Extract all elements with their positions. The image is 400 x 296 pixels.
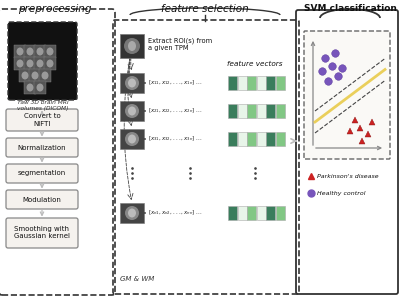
Text: $[x_{n1}, x_{n2},..., x_{nn}]$ ...: $[x_{n1}, x_{n2},..., x_{nn}]$ ... [148,209,202,217]
Bar [238,132,246,146]
Text: feature selection: feature selection [161,4,249,14]
Text: Convert to
NIFTI: Convert to NIFTI [24,113,60,126]
Bar [266,206,275,220]
Ellipse shape [26,47,34,56]
Ellipse shape [125,76,139,90]
Text: feature vectors: feature vectors [227,61,283,67]
Bar [256,104,266,118]
Bar [120,203,144,223]
Text: raw 3D brain MRI
volumes (DICOM): raw 3D brain MRI volumes (DICOM) [17,100,69,111]
Text: Parkinson's disease: Parkinson's disease [317,173,379,178]
Bar [247,132,256,146]
Ellipse shape [128,107,136,115]
Bar [120,129,144,149]
Bar [276,76,284,90]
Ellipse shape [42,72,48,80]
Bar [120,73,144,93]
Bar [256,76,266,90]
Bar [228,76,237,90]
Ellipse shape [46,47,54,56]
Bar [34,57,46,70]
Bar [247,206,256,220]
Ellipse shape [128,78,136,88]
Text: GM & WM: GM & WM [120,276,154,282]
Ellipse shape [22,72,28,80]
Bar [276,132,284,146]
Bar [228,132,237,146]
Bar [238,104,246,118]
Text: Modulation: Modulation [22,197,62,202]
Bar [276,206,284,220]
Bar [256,206,266,220]
FancyBboxPatch shape [6,109,78,131]
Ellipse shape [125,206,139,220]
Bar [24,57,36,70]
Bar [266,132,275,146]
Text: $[x_{21}, x_{22},..., x_{2n}]$ ...: $[x_{21}, x_{22},..., x_{2n}]$ ... [148,107,202,115]
Text: preprocessing: preprocessing [18,4,92,14]
FancyBboxPatch shape [6,138,78,157]
Text: $[x_{11}, x_{12},..., x_{1n}]$ ...: $[x_{11}, x_{12},..., x_{1n}]$ ... [148,79,202,87]
Text: Healthy control: Healthy control [317,191,366,195]
Bar [29,69,41,82]
Bar [34,45,46,58]
Text: $[x_{31}, x_{32},..., x_{3n}]$ ...: $[x_{31}, x_{32},..., x_{3n}]$ ... [148,135,202,143]
Bar [120,34,144,58]
Text: Normalization: Normalization [18,144,66,150]
Bar [24,81,36,94]
FancyBboxPatch shape [6,190,78,209]
Bar [14,57,26,70]
Bar [238,206,246,220]
Ellipse shape [36,83,44,91]
Bar [44,57,56,70]
Ellipse shape [16,47,24,56]
Bar [247,76,256,90]
Bar [14,45,26,58]
Ellipse shape [36,59,44,67]
Ellipse shape [26,59,34,67]
FancyBboxPatch shape [6,164,78,183]
Bar [44,45,56,58]
Bar [238,76,246,90]
Ellipse shape [36,47,44,56]
Ellipse shape [124,38,140,54]
Bar [256,132,266,146]
Bar [228,206,237,220]
Ellipse shape [125,132,139,146]
Text: segmentation: segmentation [18,170,66,176]
Bar [24,45,36,58]
Bar [266,104,275,118]
FancyBboxPatch shape [304,31,390,159]
Ellipse shape [128,208,136,218]
FancyBboxPatch shape [6,218,78,248]
Bar [39,69,51,82]
Ellipse shape [128,134,136,144]
Bar [34,81,46,94]
Bar [247,104,256,118]
Ellipse shape [128,41,136,51]
Ellipse shape [32,72,38,80]
Bar [228,104,237,118]
Text: SVM classification: SVM classification [304,4,396,13]
Bar [19,69,31,82]
Bar [120,101,144,121]
FancyBboxPatch shape [8,22,77,100]
Ellipse shape [46,59,54,67]
Ellipse shape [26,83,34,91]
Text: Extract ROI(s) from
a given TPM: Extract ROI(s) from a given TPM [148,37,212,51]
Text: Smoothing with
Gaussian kernel: Smoothing with Gaussian kernel [14,226,70,239]
Bar [276,104,284,118]
Ellipse shape [125,104,139,118]
Bar [266,76,275,90]
Ellipse shape [16,59,24,67]
